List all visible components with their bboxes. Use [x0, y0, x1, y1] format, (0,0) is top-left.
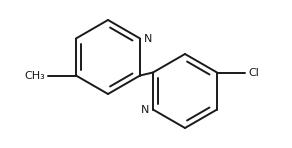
Text: Cl: Cl	[248, 67, 259, 78]
Text: N: N	[144, 33, 152, 44]
Text: N: N	[140, 104, 149, 115]
Text: CH₃: CH₃	[24, 70, 45, 81]
